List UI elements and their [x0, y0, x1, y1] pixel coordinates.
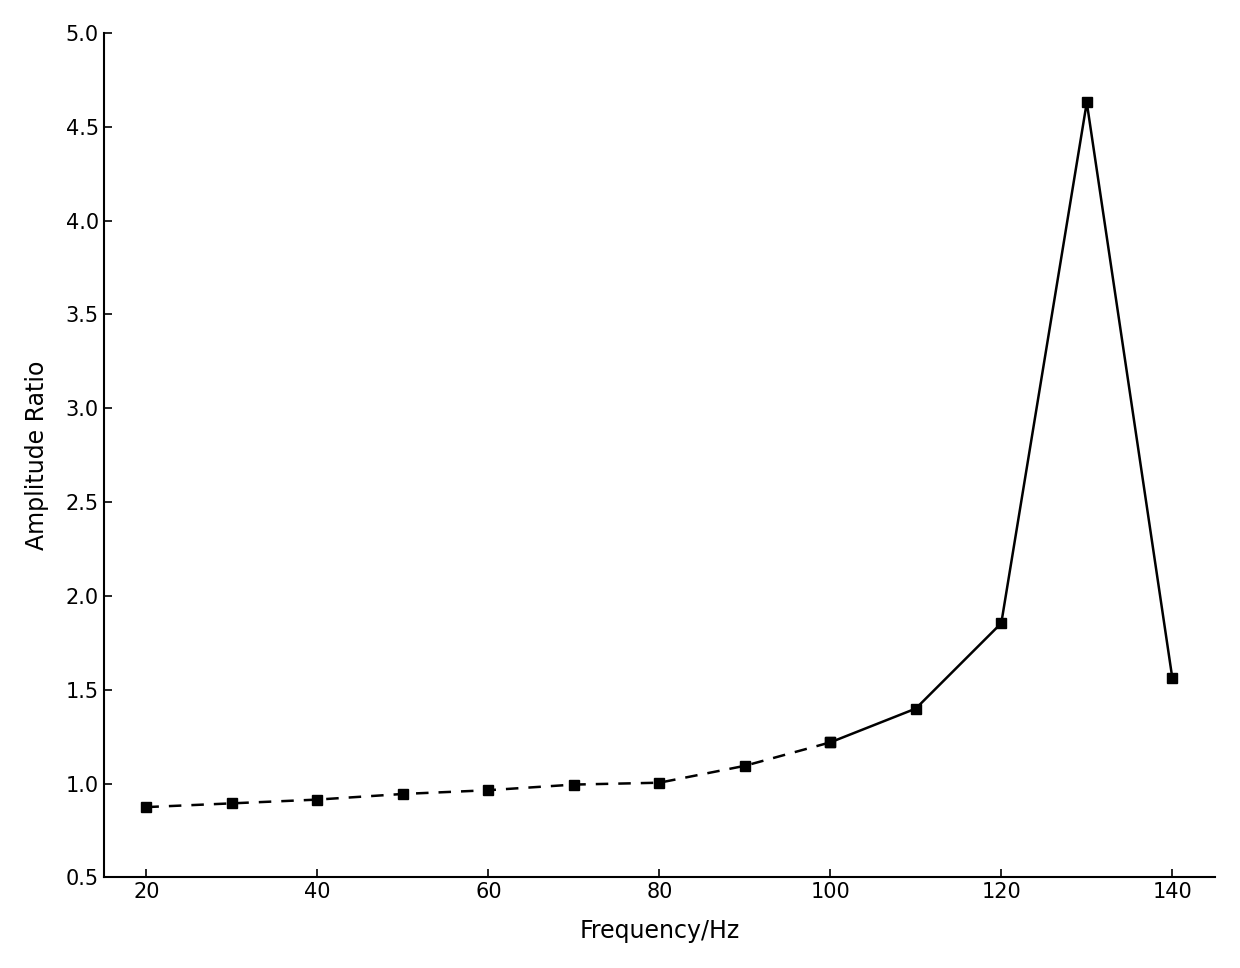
Y-axis label: Amplitude Ratio: Amplitude Ratio — [25, 360, 50, 550]
X-axis label: Frequency/Hz: Frequency/Hz — [579, 919, 739, 943]
